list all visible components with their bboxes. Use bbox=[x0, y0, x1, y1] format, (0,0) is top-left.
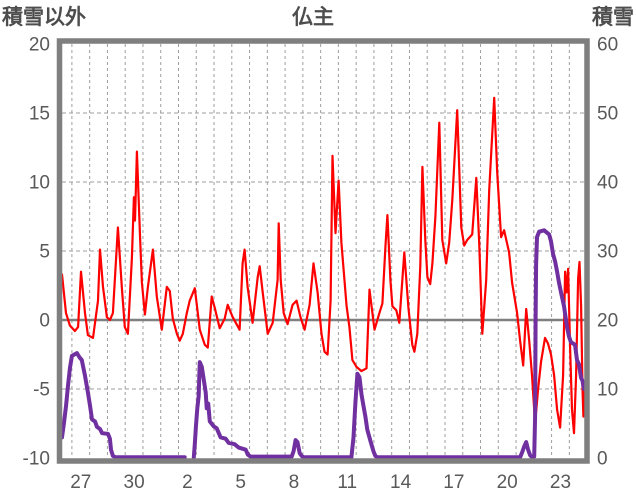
x-tick-label: 8 bbox=[289, 472, 300, 493]
plot-frame bbox=[56, 38, 590, 464]
x-tick-label: 30 bbox=[124, 472, 145, 493]
y-right-tick-label: 50 bbox=[597, 104, 618, 125]
series-layer bbox=[60, 96, 587, 460]
x-tick-label: 23 bbox=[550, 472, 571, 493]
snow-depth-line bbox=[191, 228, 587, 460]
y-left-tick-label: 0 bbox=[39, 311, 50, 332]
y-right-tick-label: 20 bbox=[597, 311, 618, 332]
y-left-tick-label: 5 bbox=[39, 242, 50, 263]
y-left-tick-label: -10 bbox=[23, 449, 50, 470]
y-left-tick-label: 20 bbox=[29, 35, 50, 56]
grid-layer bbox=[62, 44, 585, 458]
x-tick-label: 5 bbox=[235, 472, 246, 493]
y-right-tick-label: 10 bbox=[597, 380, 618, 401]
y-left-tick-label: -5 bbox=[33, 380, 50, 401]
x-tick-label: 20 bbox=[497, 472, 518, 493]
x-tick-label: 27 bbox=[70, 472, 91, 493]
y-right-tick-label: 30 bbox=[597, 242, 618, 263]
y-left-tick-label: 15 bbox=[29, 104, 50, 125]
y-right-tick-label: 60 bbox=[597, 35, 618, 56]
snow-depth-line bbox=[60, 351, 187, 460]
y-right-tick-label: 0 bbox=[597, 449, 608, 470]
chart-title: 仏主 bbox=[292, 6, 334, 29]
right-axis-title: 積雪 bbox=[592, 6, 634, 29]
plot-frame-layer bbox=[56, 38, 590, 464]
left-axis-title: 積雪以外 bbox=[2, 5, 86, 29]
x-tick-label: 14 bbox=[390, 472, 412, 493]
y-right-tick-label: 40 bbox=[597, 173, 618, 194]
y-left-tick-label: 10 bbox=[29, 173, 50, 194]
x-tick-label: 11 bbox=[337, 472, 357, 493]
x-tick-label: 2 bbox=[182, 472, 193, 493]
x-tick-label: 17 bbox=[443, 472, 464, 493]
temperature-line bbox=[60, 96, 586, 435]
